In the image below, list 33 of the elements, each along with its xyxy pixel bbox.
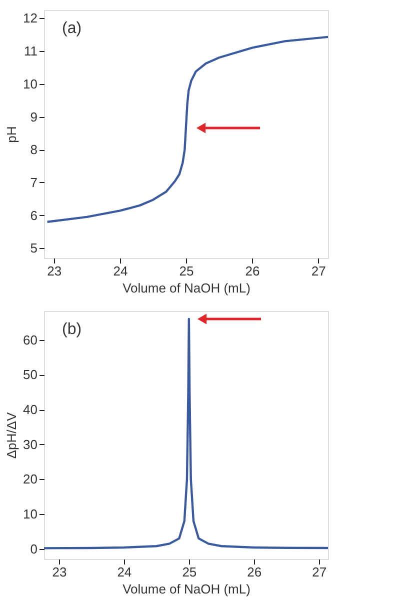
- y-tick-label: 7: [30, 174, 38, 190]
- y-tick-label: 20: [23, 472, 38, 487]
- annotation: (a): [62, 20, 82, 37]
- y-axis-title: ΔpH/ΔV: [4, 412, 20, 459]
- x-tick-label: 26: [245, 264, 260, 278]
- y-tick-label: 12: [23, 10, 38, 26]
- y-tick-label: 40: [23, 402, 38, 418]
- y-tick-label: 11: [24, 44, 38, 59]
- x-axis-title: Volume of NaOH (mL): [122, 280, 250, 296]
- y-tick-label: 8: [30, 142, 38, 158]
- x-tick-label: 23: [52, 564, 67, 580]
- annotation: (b): [62, 321, 82, 338]
- y-axis-title: pH: [4, 126, 20, 143]
- y-tick-label: 50: [23, 367, 38, 382]
- y-tick-label: 0: [30, 541, 38, 556]
- x-axis-title: Volume of NaOH (mL): [122, 582, 250, 596]
- y-tick-label: 10: [23, 76, 38, 92]
- y-tick-label: 5: [30, 240, 38, 256]
- x-tick-label: 24: [113, 264, 128, 278]
- x-tick-label: 25: [179, 264, 194, 278]
- y-tick-label: 10: [23, 506, 38, 522]
- x-tick-label: 24: [117, 564, 132, 580]
- y-tick-label: 6: [30, 208, 38, 223]
- line-series: [46, 36, 328, 223]
- x-tick-label: 25: [182, 564, 197, 580]
- x-tick-label: 26: [247, 564, 262, 580]
- y-tick-label: 60: [23, 332, 38, 348]
- y-tick-label: 30: [23, 436, 38, 452]
- x-tick-label: 23: [47, 264, 62, 278]
- x-tick-label: 27: [312, 564, 327, 580]
- y-tick-label: 9: [30, 109, 38, 124]
- x-tick-label: 27: [311, 264, 326, 278]
- line-series: [44, 318, 328, 550]
